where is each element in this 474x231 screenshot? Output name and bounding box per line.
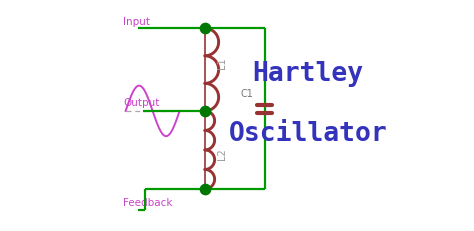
Text: Hartley: Hartley [253, 61, 364, 87]
Text: L1: L1 [217, 57, 227, 69]
Text: Output: Output [123, 98, 160, 108]
Text: Input: Input [123, 17, 150, 27]
Text: C1: C1 [241, 89, 254, 99]
Text: Oscillator: Oscillator [229, 121, 388, 147]
Point [201, 187, 209, 191]
Point [201, 109, 209, 113]
Point [201, 26, 209, 30]
Text: Feedback: Feedback [123, 198, 173, 209]
Text: L2: L2 [217, 149, 227, 160]
